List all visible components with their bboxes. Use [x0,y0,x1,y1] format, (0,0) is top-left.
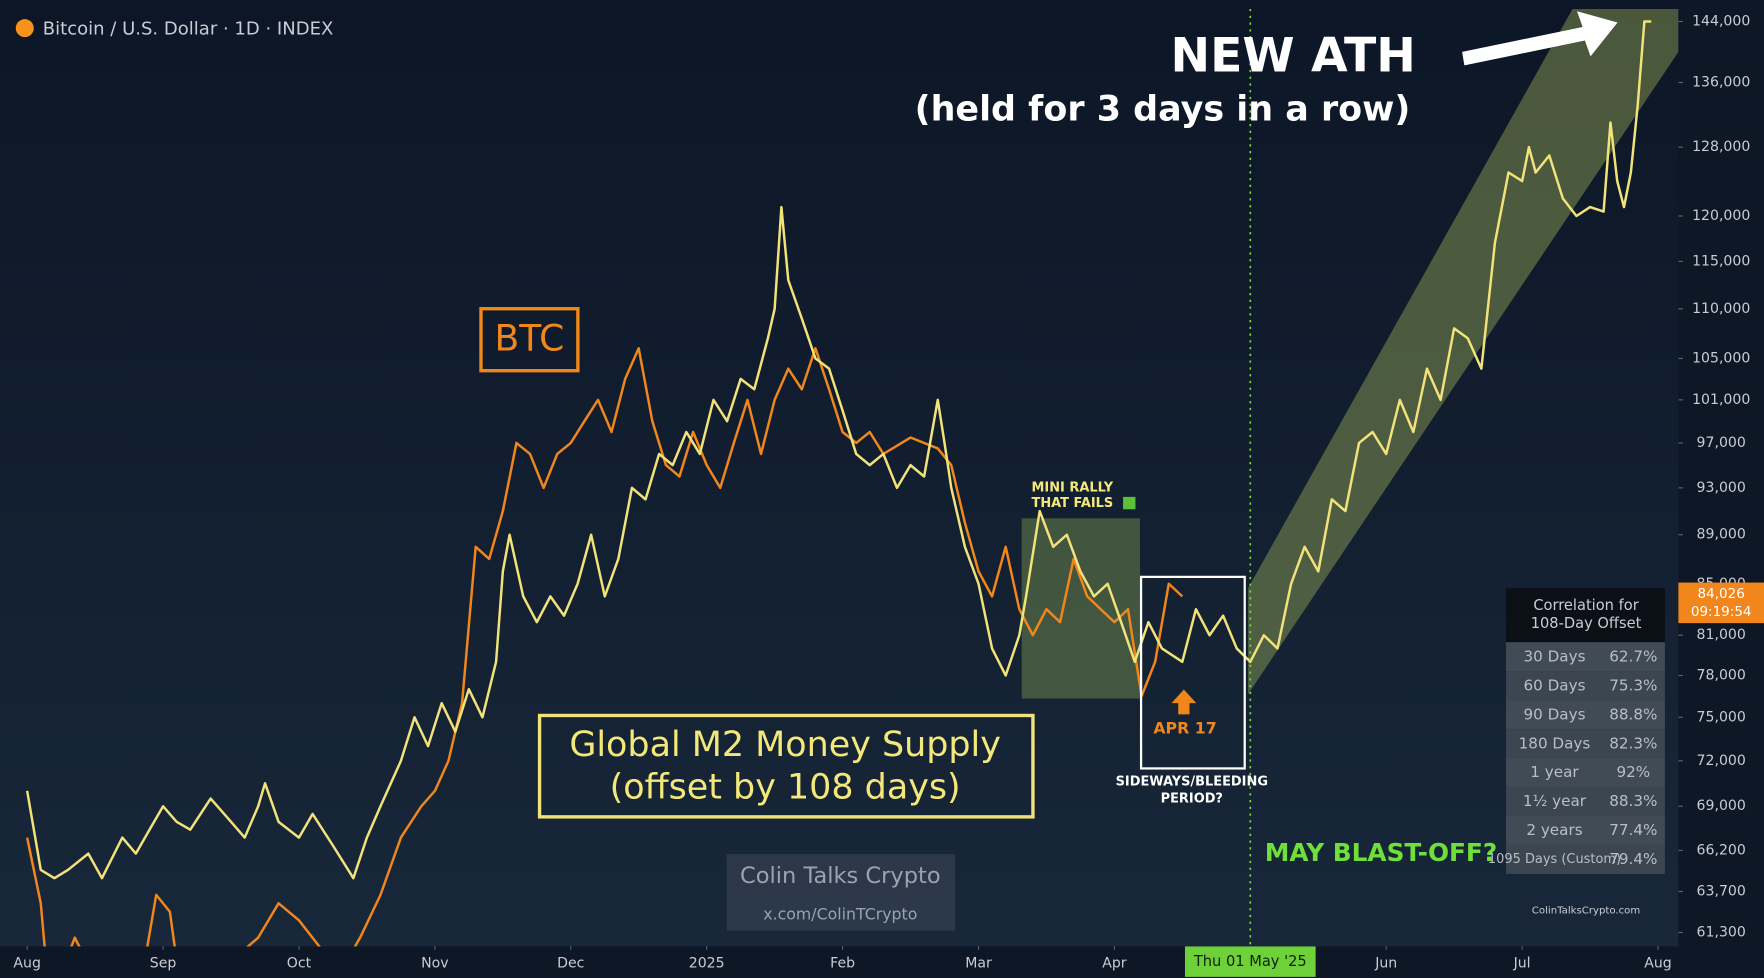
x-tick-label: Oct [287,955,312,971]
x-tick-label: Dec [557,955,584,971]
y-tick-label: 75,000 [1697,709,1746,725]
table-row [1506,758,1665,788]
watermark: x.com/ColinTCrypto [763,904,917,923]
watermark-box [726,854,956,931]
table-row [1506,671,1665,701]
x-tick-label: Nov [421,955,448,971]
table-footer: ColinTalksCrypto.com [1532,905,1640,916]
crosshair-label-box [1184,946,1316,977]
y-tick-label: 101,000 [1692,392,1750,408]
table-row [1506,844,1665,874]
apr-label: APR 17 [1153,718,1216,737]
m2-offset: (offset by 108 days) [610,768,961,808]
x-tick-label: Apr [1102,955,1127,971]
table-title: Correlation for [1533,597,1639,614]
table-row [1506,642,1665,672]
y-tick-label: 69,000 [1697,798,1746,814]
y-tick-label: 66,200 [1697,842,1746,858]
series-line [25,20,1652,880]
x-tick-label: Sep [150,955,177,971]
x-tick-label: Aug [1644,955,1671,971]
table-cell: 62.7% [1609,647,1657,665]
y-tick-label: 115,000 [1692,253,1750,269]
m2-label: Global M2 Money Supply [569,725,1001,765]
y-tick-label: 120,000 [1692,208,1750,224]
ath-arrow [1462,11,1618,66]
table-cell: 79.4% [1609,850,1657,868]
table-cell: 1 year [1530,763,1579,781]
price-label: 84,026 [1698,586,1745,602]
table-row [1506,787,1665,816]
sideways-box [1139,575,1246,770]
channel [1248,9,1679,695]
x-tick-label: Jun [1374,955,1397,971]
sideways-label: PERIOD? [1161,791,1223,806]
y-axis-panel [1678,0,1764,978]
x-tick-label: Feb [830,955,855,971]
sideways-label: SIDEWAYS/BLEEDING [1116,774,1268,789]
y-tick-label: 144,000 [1692,14,1750,30]
table-title: 108-Day Offset [1531,615,1642,632]
table-cell: 88.3% [1609,792,1657,810]
table-row [1506,700,1665,730]
check-icon [1123,496,1136,510]
y-tick-label: 63,700 [1697,883,1746,899]
plot-area [25,20,1652,947]
mini-rally-zone [1021,518,1140,699]
table-cell: 1½ year [1523,792,1587,810]
ath-note: (held for 3 days in a row) [915,89,1411,129]
btc-icon [15,19,34,38]
table-cell: 77.4% [1609,821,1657,839]
y-tick-label: 78,000 [1697,667,1746,683]
y-tick-label: 72,000 [1697,753,1746,769]
table-row [1506,729,1665,759]
table-cell: 75.3% [1609,676,1657,694]
x-tick-label: Aug [13,955,40,971]
table-cell: 2 years [1526,821,1582,839]
may-label: MAY BLAST-OFF? [1265,838,1497,867]
table-cell: 82.3% [1609,734,1657,752]
table-cell: 180 Days [1519,734,1591,752]
table-cell: 90 Days [1523,705,1585,723]
table-cell: 92% [1616,763,1650,781]
y-tick-label: 93,000 [1697,480,1746,496]
mini-rally: MINI RALLY [1032,480,1114,495]
table-cell: 30 Days [1523,647,1585,665]
y-tick-label: 128,000 [1692,139,1750,155]
y-tick-label: 61,300 [1697,924,1746,940]
btc-box [479,307,580,373]
y-tick-label: 81,000 [1697,627,1746,643]
y-tick-label: 97,000 [1697,435,1746,451]
x-tick-label: 2025 [689,955,725,971]
table-row [1506,815,1665,845]
y-tick-label: 105,000 [1692,350,1750,366]
apr-arrow [1171,689,1197,715]
btc-label: BTC [495,317,565,359]
y-tick-label: 110,000 [1692,301,1750,317]
series-line [25,347,1184,947]
table-cell: 60 Days [1523,676,1585,694]
crosshair-label: Thu 01 May '25 [1193,953,1307,970]
x-axis-panel [0,946,1764,978]
table-cell: 88.8% [1609,705,1657,723]
correlation-table: Correlation for 108-Day Offset ColinTalk… [1488,588,1665,916]
x-tick-label: Mar [965,955,992,971]
table-header [1506,588,1665,643]
price-time: 09:19:54 [1691,604,1752,620]
y-tick-label: 136,000 [1692,74,1750,90]
x-tick-label: Jul [1513,955,1531,971]
table-cell: 1095 Days (Custom) [1488,852,1621,867]
price-label-box [1678,582,1764,624]
mini-rally: THAT FAILS [1032,496,1114,511]
ath-label: NEW ATH [1171,29,1416,84]
chart-title: Bitcoin / U.S. Dollar · 1D · INDEX [43,18,334,39]
y-tick-label: 89,000 [1697,527,1746,543]
m2-box [537,713,1035,819]
watermark: Colin Talks Crypto [740,863,941,889]
